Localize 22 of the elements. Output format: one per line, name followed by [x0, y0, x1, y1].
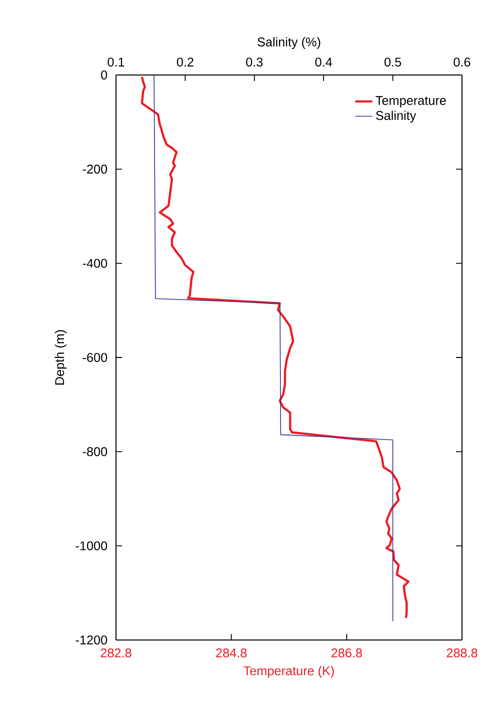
legend-label: Temperature [376, 96, 446, 108]
x-axis-title: Temperature (K) [244, 666, 334, 678]
x2-tick-label: 0.4 [315, 58, 332, 67]
y-tick-label: -1000 [76, 541, 108, 550]
y-tick-label: -800 [82, 447, 108, 456]
x2-tick-label: 0.5 [384, 58, 402, 67]
y-tick-label: -200 [82, 164, 108, 174]
x2-axis-title: Salinity (%) [258, 37, 320, 49]
x-tick-label: 286.8 [331, 648, 362, 658]
x-tick-label: 284.8 [216, 648, 247, 658]
y-tick-label: 0 [101, 70, 108, 80]
y-tick-label: -400 [82, 258, 108, 268]
x-tick-label: 282.8 [100, 648, 132, 658]
y-tick-label: -600 [82, 353, 108, 362]
y-tick-label: -1200 [76, 636, 108, 644]
x2-tick-label: 0.2 [176, 58, 194, 67]
y-axis-title: Depth (m) [54, 330, 67, 385]
legend-label: Salinity [376, 110, 416, 123]
x2-tick-label: 0.6 [454, 58, 470, 67]
x2-tick-label: 0.3 [246, 58, 263, 67]
x-tick-label: 288.8 [446, 648, 478, 658]
x2-tick-label: 0.1 [108, 58, 124, 67]
